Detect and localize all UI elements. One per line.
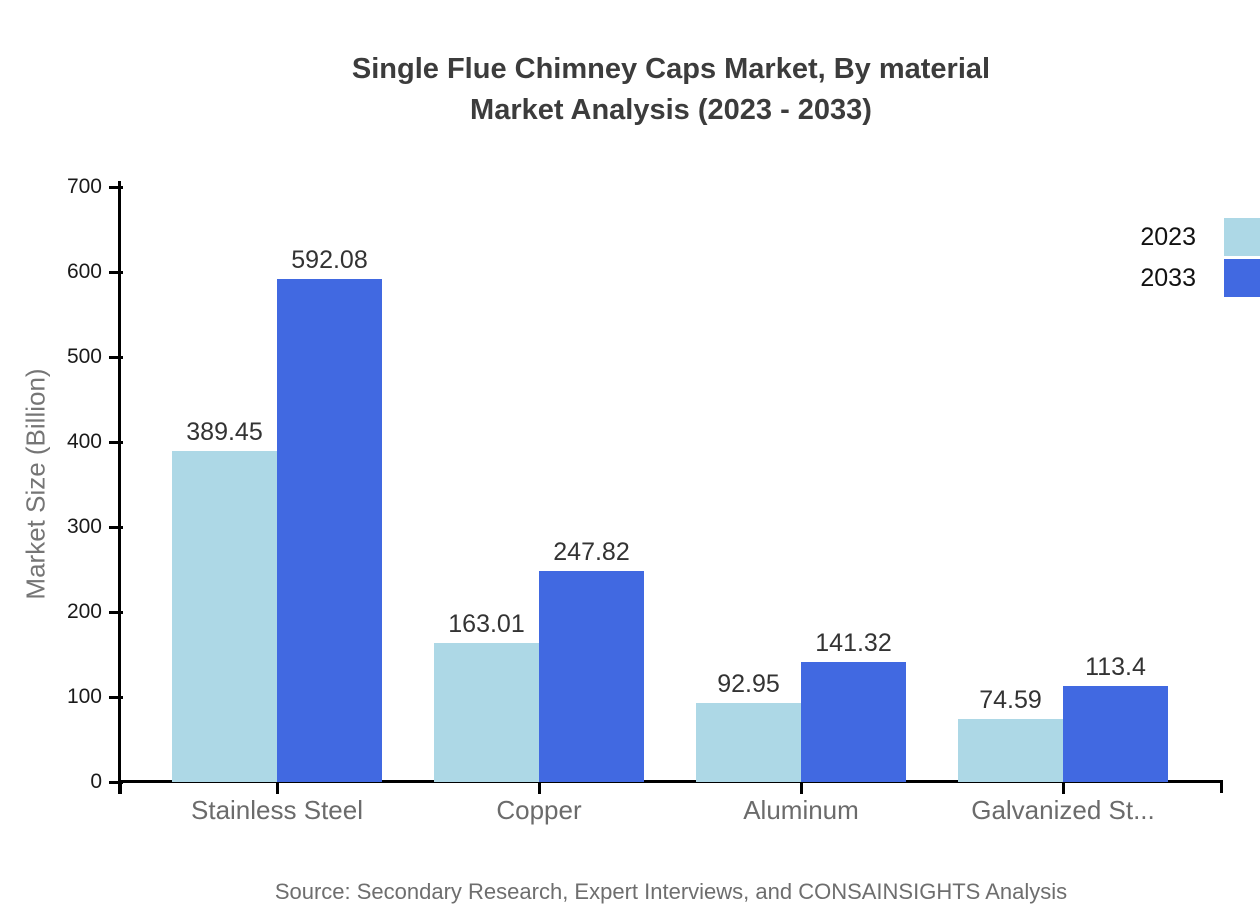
bar-2023 <box>958 718 1063 782</box>
y-axis-tick-label: 400 <box>66 430 102 453</box>
bar-value-label: 163.01 <box>448 610 525 639</box>
y-axis-tick <box>109 185 123 189</box>
y-axis-tick-label: 500 <box>66 345 102 368</box>
y-axis-title: Market Size (Billion) <box>20 368 51 600</box>
chart-title-line2: Market Analysis (2023 - 2033) <box>470 94 872 126</box>
x-axis-tick <box>275 782 279 794</box>
y-axis-tick-label: 100 <box>66 685 102 708</box>
y-axis-tick <box>109 610 123 614</box>
bar-value-label: 247.82 <box>553 538 630 567</box>
bar-2033 <box>1063 685 1168 782</box>
y-axis-tick <box>109 695 123 699</box>
x-axis-origin-tick <box>118 782 122 794</box>
y-axis-tick-label: 700 <box>66 175 102 198</box>
legend-label: 2023 <box>1140 222 1196 251</box>
x-category-label: Aluminum <box>743 795 859 825</box>
x-axis-tick <box>1061 782 1065 794</box>
x-axis-tick <box>537 782 541 794</box>
bar-2033 <box>539 571 644 782</box>
x-axis-tick <box>799 782 803 794</box>
bar-value-label: 113.4 <box>1085 652 1146 681</box>
legend-swatch-2023 <box>1224 218 1260 256</box>
legend-label: 2033 <box>1140 263 1196 292</box>
bar-2023 <box>434 643 539 782</box>
legend: 2023 2033 <box>1140 218 1260 300</box>
y-axis-line <box>118 181 121 794</box>
chart-title-line1: Single Flue Chimney Caps Market, By mate… <box>351 53 991 85</box>
y-axis-tick <box>109 355 123 359</box>
y-axis-tick <box>109 780 123 784</box>
x-category-label: Galvanized St... <box>971 795 1155 825</box>
y-axis-tick-label: 600 <box>66 260 102 283</box>
bar-2023 <box>696 702 801 782</box>
x-axis-line <box>118 780 1223 783</box>
x-axis-end-tick <box>1220 780 1223 793</box>
legend-row: 2033 <box>1140 259 1260 297</box>
y-axis-tick <box>109 525 123 529</box>
bar-value-label: 141.32 <box>815 628 892 657</box>
x-category-label: Stainless Steel <box>191 795 363 825</box>
chart-title: Single Flue Chimney Caps Market, By mate… <box>120 49 1222 131</box>
y-axis-tick-label: 0 <box>90 770 102 793</box>
bar-value-label: 592.08 <box>291 245 368 274</box>
legend-swatch-2033 <box>1224 259 1260 297</box>
y-axis-tick-label: 200 <box>66 600 102 623</box>
bar-2033 <box>277 278 382 782</box>
bar-2023 <box>172 450 277 782</box>
bar-value-label: 74.59 <box>979 685 1042 714</box>
bar-value-label: 389.45 <box>186 417 263 446</box>
y-axis-tick-label: 300 <box>66 515 102 538</box>
y-axis-tick <box>109 440 123 444</box>
source-note: Source: Secondary Research, Expert Inter… <box>274 879 1068 904</box>
legend-row: 2023 <box>1140 218 1260 256</box>
bar-2033 <box>801 661 906 782</box>
y-axis-tick <box>109 270 123 274</box>
x-category-label: Copper <box>496 795 582 825</box>
bar-value-label: 92.95 <box>717 669 780 698</box>
